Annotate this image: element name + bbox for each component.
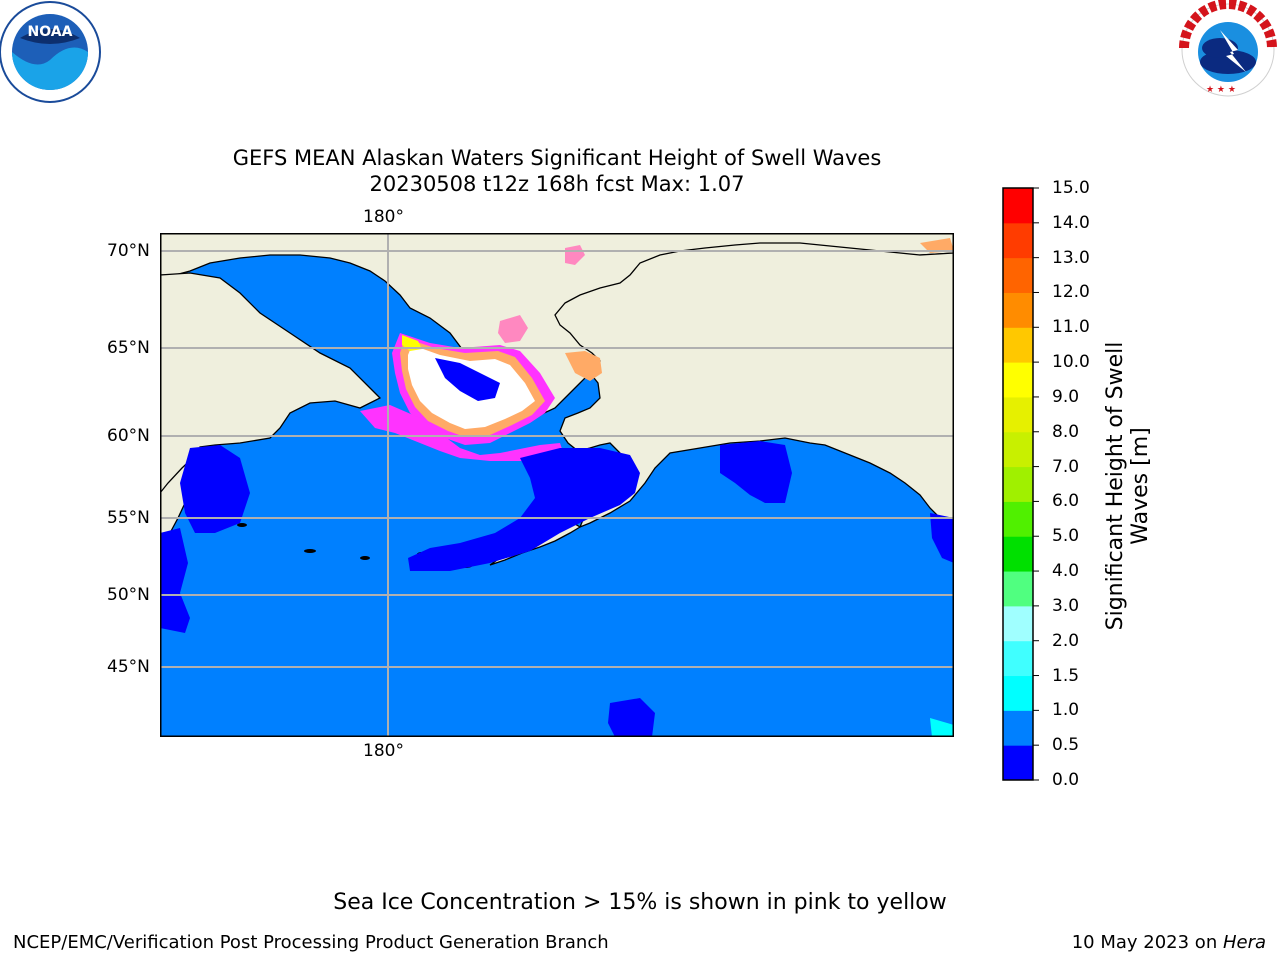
colorbar-tick-label: 9.0	[1052, 386, 1080, 407]
colorbar-bin	[1003, 745, 1033, 781]
colorbar-tick-label: 13.0	[1052, 247, 1090, 268]
low-wave-areas	[160, 441, 954, 737]
colorbar-bin	[1003, 571, 1033, 607]
colorbar-bin	[1003, 710, 1033, 746]
colorbar-tick-label: 2.0	[1052, 630, 1080, 651]
colorbar-bin	[1003, 188, 1033, 224]
colorbar	[1002, 187, 1039, 781]
colorbar-bin	[1003, 431, 1033, 468]
colorbar-bin	[1003, 640, 1033, 677]
colorbar-tick-label: 11.0	[1052, 317, 1090, 338]
colorbar-bin	[1003, 501, 1033, 537]
colorbar-tick-label: 14.0	[1052, 212, 1090, 233]
colorbar-tick-label: 0.0	[1052, 770, 1080, 790]
graticule	[160, 233, 954, 737]
map-panel	[160, 233, 954, 737]
cyan-patch	[930, 718, 954, 737]
colorbar-tick-label: 7.0	[1052, 456, 1080, 477]
chart-title: GEFS MEAN Alaskan Waters Significant Hei…	[232, 146, 882, 170]
colorbar-tick-label: 12.0	[1052, 282, 1090, 303]
chart-subtitle: 20230508 t12z 168h fcst Max: 1.07	[369, 172, 745, 196]
colorbar-tick-label: 10.0	[1052, 352, 1090, 373]
ice-footnote: Sea Ice Concentration > 15% is shown in …	[333, 890, 947, 915]
colorbar-tick-label: 3.0	[1052, 595, 1080, 616]
lat-label: 60°N	[107, 426, 150, 446]
footer-left: NCEP/EMC/Verification Post Processing Pr…	[13, 932, 609, 953]
colorbar-bin	[1003, 257, 1033, 293]
sea-ice	[360, 238, 954, 463]
colorbar-bin	[1003, 466, 1033, 502]
noaa-logo: NOAA	[0, 1, 101, 103]
land-alaska	[554, 242, 954, 529]
colorbar-tick-label: 15.0	[1052, 178, 1090, 198]
lat-label: 70°N	[107, 241, 150, 261]
colorbar-label-line2: Waves [m]	[1128, 427, 1153, 545]
colorbar-bin	[1003, 536, 1033, 572]
colorbar-bin	[1003, 222, 1033, 259]
colorbar-bin	[1003, 675, 1033, 711]
colorbar-bin	[1003, 396, 1033, 433]
lon-label-bottom: 180°	[363, 741, 404, 761]
colorbar-bin	[1003, 605, 1033, 642]
lat-label: 65°N	[107, 338, 150, 358]
colorbar-bin	[1003, 327, 1033, 363]
footer-machine: Hera	[1222, 932, 1266, 953]
lat-label: 45°N	[107, 657, 150, 677]
colorbar-tick-label: 6.0	[1052, 491, 1080, 512]
lat-label: 50°N	[107, 585, 150, 605]
colorbar-label-line1: Significant Height of Swell	[1103, 341, 1128, 631]
colorbar-tick-label: 0.5	[1052, 735, 1080, 756]
colorbar-tick-label: 4.0	[1052, 561, 1080, 582]
colorbar-tick-label: 1.0	[1052, 700, 1080, 721]
colorbar-bin	[1003, 362, 1033, 398]
colorbar-tick-label: 8.0	[1052, 421, 1080, 442]
footer-right: 10 May 2023 on Hera	[1072, 932, 1266, 953]
lat-label: 55°N	[107, 508, 150, 528]
footer-date: 10 May 2023 on	[1071, 932, 1223, 953]
colorbar-bin	[1003, 292, 1033, 328]
svg-text:★ ★ ★: ★ ★ ★	[1206, 85, 1236, 95]
lon-label-top: 180°	[363, 207, 404, 227]
nws-logo: ★ ★ ★	[1179, 0, 1277, 97]
svg-text:NOAA: NOAA	[28, 24, 73, 40]
colorbar-tick-label: 5.0	[1052, 526, 1080, 547]
colorbar-tick-label: 1.5	[1052, 665, 1080, 686]
